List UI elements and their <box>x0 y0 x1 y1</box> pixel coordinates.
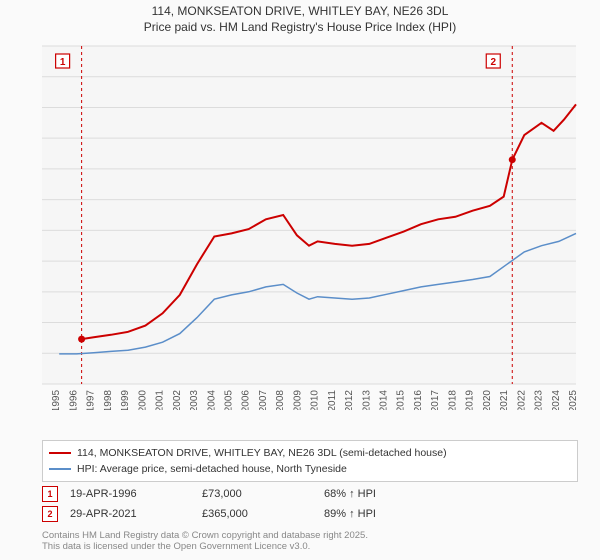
svg-text:2005: 2005 <box>223 390 234 410</box>
svg-text:2011: 2011 <box>327 390 338 410</box>
svg-text:1999: 1999 <box>120 390 131 410</box>
legend-row-series1: 114, MONKSEATON DRIVE, WHITLEY BAY, NE26… <box>49 445 571 461</box>
title-block: 114, MONKSEATON DRIVE, WHITLEY BAY, NE26… <box>0 0 600 35</box>
sale-marker-2: 2 <box>42 506 58 522</box>
legend-swatch-blue <box>49 468 71 470</box>
chart-svg: £0£50K£100K£150K£200K£250K£300K£350K£400… <box>42 40 582 410</box>
svg-text:2018: 2018 <box>447 390 458 410</box>
sale-row-2: 2 29-APR-2021 £365,000 89% ↑ HPI <box>42 504 434 524</box>
svg-text:2: 2 <box>490 57 496 68</box>
svg-text:1996: 1996 <box>68 390 79 410</box>
svg-text:2006: 2006 <box>241 390 252 410</box>
svg-text:2007: 2007 <box>258 390 269 410</box>
footer-line1: Contains HM Land Registry data © Crown c… <box>42 530 368 541</box>
sale-pct-2: 89% ↑ HPI <box>324 508 434 520</box>
sale-price-2: £365,000 <box>202 508 312 520</box>
legend-swatch-red <box>49 452 71 455</box>
svg-text:2000: 2000 <box>137 390 148 410</box>
svg-text:1995: 1995 <box>51 390 62 410</box>
svg-text:2016: 2016 <box>413 390 424 410</box>
title-line2: Price paid vs. HM Land Registry's House … <box>0 20 600 36</box>
legend-label-1: 114, MONKSEATON DRIVE, WHITLEY BAY, NE26… <box>77 447 447 459</box>
svg-text:2021: 2021 <box>499 390 510 410</box>
svg-text:2025: 2025 <box>568 390 579 410</box>
svg-text:2001: 2001 <box>155 390 166 410</box>
svg-text:2008: 2008 <box>275 390 286 410</box>
svg-text:1: 1 <box>60 57 66 68</box>
sale-date-1: 19-APR-1996 <box>70 488 190 500</box>
legend-box: 114, MONKSEATON DRIVE, WHITLEY BAY, NE26… <box>42 440 578 482</box>
sale-price-1: £73,000 <box>202 488 312 500</box>
sale-date-2: 29-APR-2021 <box>70 508 190 520</box>
svg-text:2017: 2017 <box>430 390 441 410</box>
svg-text:2022: 2022 <box>516 390 527 410</box>
svg-text:2013: 2013 <box>361 390 372 410</box>
svg-text:2009: 2009 <box>292 390 303 410</box>
sale-row-1: 1 19-APR-1996 £73,000 68% ↑ HPI <box>42 484 434 504</box>
sales-table: 1 19-APR-1996 £73,000 68% ↑ HPI 2 29-APR… <box>42 484 434 524</box>
svg-text:1998: 1998 <box>103 390 114 410</box>
svg-text:2015: 2015 <box>396 390 407 410</box>
sale-marker-1: 1 <box>42 486 58 502</box>
chart-container: 114, MONKSEATON DRIVE, WHITLEY BAY, NE26… <box>0 0 600 560</box>
svg-text:2023: 2023 <box>534 390 545 410</box>
svg-text:2024: 2024 <box>551 390 562 410</box>
svg-text:2010: 2010 <box>310 390 321 410</box>
svg-text:2012: 2012 <box>344 390 355 410</box>
svg-text:2020: 2020 <box>482 390 493 410</box>
footer-line2: This data is licensed under the Open Gov… <box>42 541 368 552</box>
footer: Contains HM Land Registry data © Crown c… <box>42 530 368 553</box>
svg-text:2014: 2014 <box>379 390 390 410</box>
svg-text:2004: 2004 <box>206 390 217 410</box>
svg-text:1994: 1994 <box>42 390 45 410</box>
svg-text:2002: 2002 <box>172 390 183 410</box>
legend-label-2: HPI: Average price, semi-detached house,… <box>77 463 347 475</box>
svg-text:2019: 2019 <box>465 390 476 410</box>
svg-text:2003: 2003 <box>189 390 200 410</box>
title-line1: 114, MONKSEATON DRIVE, WHITLEY BAY, NE26… <box>0 4 600 20</box>
sale-pct-1: 68% ↑ HPI <box>324 488 434 500</box>
legend-row-series2: HPI: Average price, semi-detached house,… <box>49 461 571 477</box>
svg-text:1997: 1997 <box>86 390 97 410</box>
